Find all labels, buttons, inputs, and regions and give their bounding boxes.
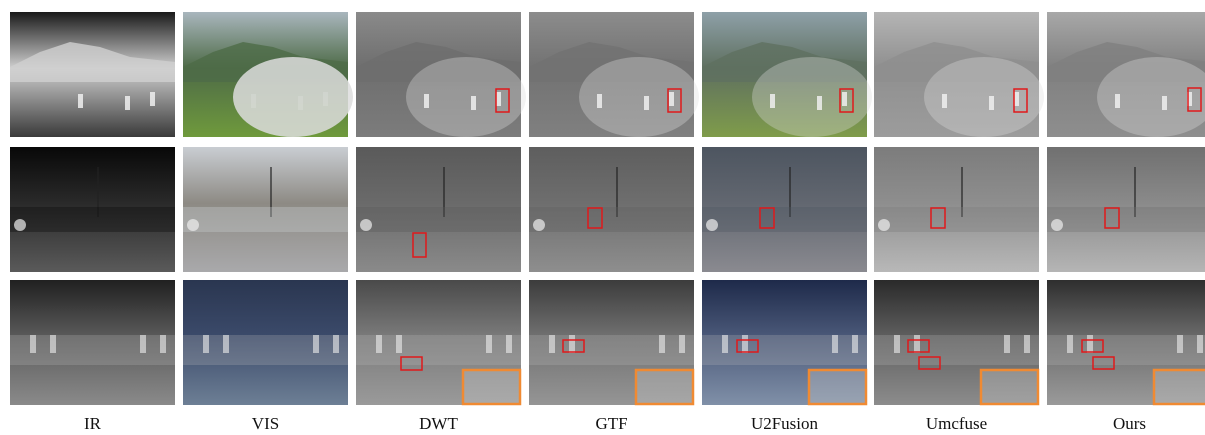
pedestrian xyxy=(223,335,229,353)
figure xyxy=(1115,94,1120,108)
figure xyxy=(298,96,303,110)
pedestrian xyxy=(1177,335,1183,353)
pedestrian xyxy=(549,335,555,353)
column-label: VIS xyxy=(252,414,279,433)
image-cell xyxy=(529,147,694,272)
column-label: Umcfuse xyxy=(926,414,987,433)
figure xyxy=(669,92,674,106)
light xyxy=(1051,219,1063,231)
figure xyxy=(471,96,476,110)
cars xyxy=(874,207,1039,232)
figure xyxy=(125,96,130,110)
orange-box xyxy=(463,370,520,404)
figure xyxy=(644,96,649,110)
pedestrian xyxy=(659,335,665,353)
orange-box xyxy=(1154,370,1205,404)
figure xyxy=(770,94,775,108)
figure xyxy=(989,96,994,110)
figure xyxy=(942,94,947,108)
image-cell xyxy=(529,280,694,405)
pedestrian xyxy=(1024,335,1030,353)
pedestrian xyxy=(742,335,748,353)
cars xyxy=(356,207,521,232)
image-cell xyxy=(874,280,1039,405)
image-cell xyxy=(529,12,699,137)
pedestrian xyxy=(313,335,319,353)
orange-box xyxy=(809,370,866,404)
cars xyxy=(1047,207,1205,232)
pedestrian xyxy=(894,335,900,353)
figure xyxy=(424,94,429,108)
pedestrian xyxy=(679,335,685,353)
orange-box xyxy=(981,370,1038,404)
image-cell xyxy=(874,12,1044,137)
image-cell xyxy=(702,12,872,137)
image-cell xyxy=(356,280,521,405)
image-cell xyxy=(1047,147,1205,272)
pedestrian xyxy=(140,335,146,353)
pedestrian xyxy=(333,335,339,353)
column-label: Ours xyxy=(1113,414,1146,433)
page: {"columns": ["IR", "VIS", "DWT", "GTF", … xyxy=(0,0,1205,435)
figure xyxy=(251,94,256,108)
pedestrian xyxy=(30,335,36,353)
figure xyxy=(1162,96,1167,110)
image-cell xyxy=(1047,280,1205,405)
figure xyxy=(150,92,155,106)
figure xyxy=(323,92,328,106)
cars xyxy=(529,207,694,232)
pedestrian xyxy=(160,335,166,353)
light xyxy=(706,219,718,231)
figure xyxy=(78,94,83,108)
pedestrian xyxy=(569,335,575,353)
pedestrian xyxy=(1197,335,1203,353)
image-cell xyxy=(10,147,175,272)
image-cell xyxy=(183,147,348,272)
column-label: U2Fusion xyxy=(751,414,819,433)
light xyxy=(533,219,545,231)
image-cell xyxy=(1047,12,1205,137)
pedestrian xyxy=(486,335,492,353)
light xyxy=(14,219,26,231)
image-cell xyxy=(702,280,867,405)
image-cell xyxy=(356,12,526,137)
pedestrian xyxy=(203,335,209,353)
image-cell xyxy=(183,280,348,405)
light xyxy=(360,219,372,231)
light xyxy=(187,219,199,231)
column-label: IR xyxy=(84,414,102,433)
pedestrian xyxy=(852,335,858,353)
pedestrian xyxy=(1067,335,1073,353)
image-cell xyxy=(356,147,521,272)
pedestrian xyxy=(376,335,382,353)
column-label: GTF xyxy=(595,414,627,433)
cars xyxy=(183,207,348,232)
figure xyxy=(597,94,602,108)
image-cell xyxy=(874,147,1039,272)
pedestrian xyxy=(914,335,920,353)
image-cell xyxy=(10,280,175,405)
light xyxy=(878,219,890,231)
figure xyxy=(817,96,822,110)
pedestrian xyxy=(832,335,838,353)
column-label: DWT xyxy=(419,414,458,433)
pedestrian xyxy=(396,335,402,353)
pedestrian xyxy=(506,335,512,353)
image-cell xyxy=(10,12,175,137)
pedestrian xyxy=(50,335,56,353)
figure: IR VIS DWT GTF U2Fusion Umcfuse Ours xyxy=(0,0,1205,435)
pedestrian xyxy=(722,335,728,353)
pedestrian xyxy=(1087,335,1093,353)
orange-box xyxy=(636,370,693,404)
cars xyxy=(10,207,175,232)
figure xyxy=(842,92,847,106)
image-cell xyxy=(702,147,867,272)
cars xyxy=(702,207,867,232)
image-cell xyxy=(183,12,353,137)
pedestrian xyxy=(1004,335,1010,353)
